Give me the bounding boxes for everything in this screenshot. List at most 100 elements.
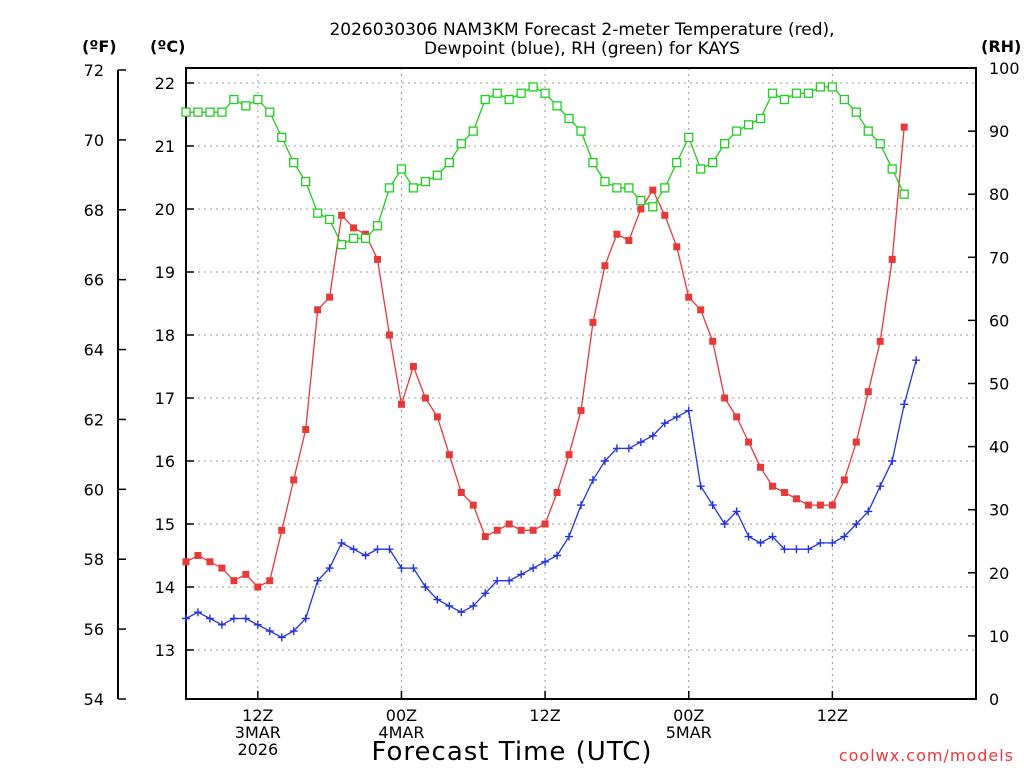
rh-tick-label: 70 [989, 248, 1009, 267]
dewpoint-point [205, 614, 214, 623]
2-meter-temperature-point [876, 337, 884, 345]
dewpoint-point [624, 444, 633, 453]
dewpoint-point [912, 356, 921, 365]
rh-point [803, 88, 814, 98]
rh-point [229, 94, 239, 105]
dewpoint-point [517, 570, 526, 579]
chart-title-line1: 2026030306 NAM3KM Forecast 2-meter Tempe… [329, 20, 834, 40]
dewpoint-point [553, 551, 562, 560]
dewpoint-point [193, 608, 202, 617]
time-tick-label: 00Z [673, 706, 704, 725]
dewpoint-point [493, 576, 502, 585]
2-meter-temperature-point [338, 211, 346, 219]
rh-point [324, 214, 335, 225]
2-meter-temperature-point [792, 495, 800, 503]
celsius-unit-label: (ºC) [150, 37, 185, 56]
2-meter-temperature-point [481, 533, 489, 541]
dewpoint-point [265, 627, 274, 636]
2-meter-temperature-point [780, 489, 788, 496]
plot-frame [185, 67, 977, 700]
chart-title-line2: Dewpoint (blue), RH (green) for KAYS [424, 39, 740, 59]
dewpoint-point [313, 576, 322, 585]
time-tick-label: 12Z [817, 706, 848, 725]
2-meter-temperature-point [421, 394, 429, 402]
2-meter-temperature-point [721, 394, 729, 402]
2-meter-temperature-point [589, 318, 597, 326]
rh-tick-label: 30 [989, 501, 1009, 520]
rh-point [612, 183, 622, 193]
rh-point [600, 176, 610, 187]
rh-point [827, 82, 838, 92]
rh-point [672, 157, 682, 168]
rh-point [696, 164, 706, 174]
rh-point [779, 94, 790, 105]
rh-tick-label: 40 [989, 438, 1009, 457]
celsius-tick-label: 19 [155, 263, 175, 282]
celsius-tick-label: 18 [155, 326, 175, 345]
rh-point [755, 113, 766, 124]
2-meter-temperature-point [613, 230, 621, 238]
2-meter-temperature-point [840, 476, 848, 484]
fahrenheit-tick-label: 64 [84, 341, 104, 360]
dewpoint-point [720, 520, 729, 528]
fahrenheit-tick-label: 60 [84, 480, 104, 499]
celsius-tick-label: 21 [155, 137, 175, 156]
rh-point [516, 88, 526, 98]
rh-point [851, 107, 861, 117]
time-tick-label: 12Z [529, 706, 560, 725]
rh-point [265, 107, 275, 117]
2-meter-temperature-point [206, 558, 214, 566]
2-meter-temperature-point [409, 363, 417, 370]
dewpoint-point [768, 532, 777, 541]
dewpoint-point [469, 601, 478, 610]
celsius-tick-label: 13 [155, 641, 175, 660]
2-meter-temperature-point [828, 501, 836, 509]
dewpoint-point [541, 557, 550, 566]
rh-point [708, 157, 718, 168]
dewpoint-point [349, 545, 358, 554]
dewpoint-point [577, 501, 585, 510]
fahrenheit-tick-label: 66 [84, 271, 104, 290]
fahrenheit-axis: 54 56 58 60 62 64 66 68 70 72 [84, 61, 126, 709]
2-meter-temperature-point [709, 337, 717, 345]
dewpoint-point [636, 438, 645, 447]
rh-tick-label: 60 [989, 311, 1009, 330]
time-tick-label: 12Z [242, 706, 273, 725]
rh-point [552, 101, 562, 111]
dewpoint-point [277, 633, 286, 642]
celsius-tick-label: 16 [155, 452, 175, 471]
rh-point [648, 202, 658, 212]
2-meter-temperature-point [433, 413, 441, 421]
2-meter-temperature-point [685, 293, 693, 301]
rh-point [420, 176, 431, 187]
dewpoint-point [792, 545, 801, 554]
2-meter-temperature-point [565, 451, 573, 459]
celsius-tick-label: 20 [155, 200, 175, 219]
rh-point [504, 94, 514, 105]
2-meter-temperature-point [769, 482, 777, 490]
2-meter-temperature-point [553, 489, 561, 496]
2-meter-temperature-point [230, 577, 238, 585]
2-meter-temperature-point [852, 438, 860, 446]
fahrenheit-tick-label: 72 [84, 61, 104, 80]
fahrenheit-tick-label: 68 [84, 201, 104, 220]
dewpoint-point [409, 564, 418, 573]
dewpoint-point [421, 583, 430, 591]
2-meter-temperature-point [302, 426, 310, 433]
time-tick-label: 5MAR [666, 723, 712, 742]
dewpoint-point [445, 601, 454, 610]
rh-point [444, 157, 454, 168]
dewpoint-point [708, 501, 717, 510]
rh-point [313, 208, 323, 218]
dewpoint-point [529, 564, 538, 573]
2-meter-temperature-point [493, 526, 501, 534]
dewpoint-point [229, 614, 238, 623]
rh-point [719, 139, 730, 149]
dewpoint-point [385, 545, 394, 554]
dewpoint-point [433, 595, 442, 604]
rh-point [193, 107, 203, 117]
2-meter-temperature-point [733, 413, 741, 421]
2-meter-temperature-point [864, 388, 872, 396]
rh-point [372, 221, 383, 231]
2-meter-temperature-point [529, 526, 537, 534]
